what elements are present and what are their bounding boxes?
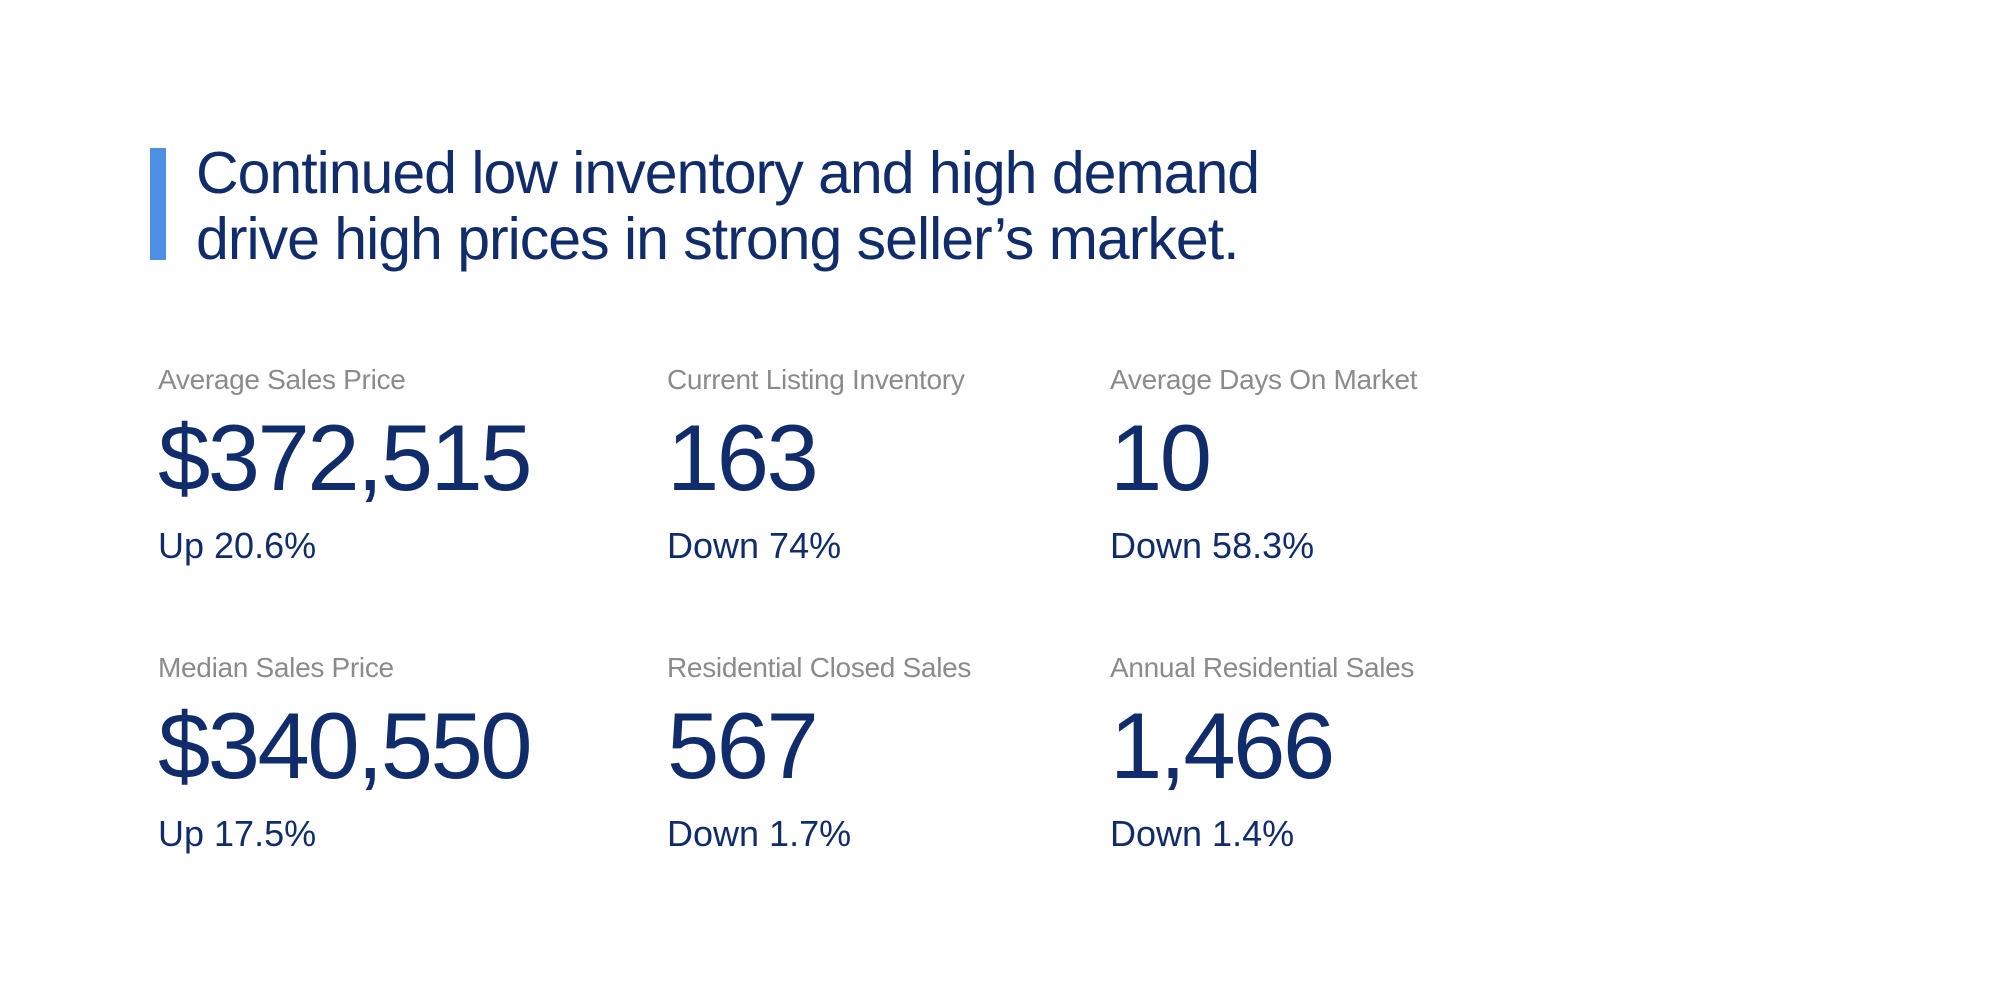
stat-card-annual-residential-sales: Annual Residential Sales 1,466 Down 1.4%	[1110, 650, 1730, 856]
stat-card-residential-closed-sales: Residential Closed Sales 567 Down 1.7%	[667, 650, 1110, 856]
stat-value: 10	[1110, 405, 1212, 510]
stat-delta: Down 1.4%	[1110, 813, 1295, 854]
stat-label: Annual Residential Sales	[1110, 652, 1415, 683]
stat-label: Average Days On Market	[1110, 364, 1418, 395]
stat-value: 1,466	[1110, 693, 1335, 798]
stat-delta: Down 1.7%	[667, 813, 852, 854]
stat-delta: Down 74%	[667, 525, 842, 566]
stat-label: Residential Closed Sales	[667, 652, 972, 683]
stat-label: Average Sales Price	[158, 364, 406, 395]
stat-card-current-listing-inventory: Current Listing Inventory 163 Down 74%	[667, 362, 1110, 568]
stat-label: Median Sales Price	[158, 652, 394, 683]
headline: Continued low inventory and high demand …	[150, 140, 1260, 272]
stat-delta: Up 17.5%	[158, 813, 317, 854]
stat-delta: Up 20.6%	[158, 525, 317, 566]
stat-card-median-sales-price: Median Sales Price $340,550 Up 17.5%	[158, 650, 667, 856]
headline-text: Continued low inventory and high demand …	[196, 140, 1260, 272]
stat-label: Current Listing Inventory	[667, 364, 965, 395]
stat-value: $372,515	[158, 405, 533, 510]
stat-card-average-days-on-market: Average Days On Market 10 Down 58.3%	[1110, 362, 1730, 568]
accent-bar	[150, 148, 166, 260]
stat-value: 567	[667, 693, 819, 798]
headline-line-2: drive high prices in strong seller’s mar…	[196, 206, 1240, 272]
headline-line-1: Continued low inventory and high demand	[196, 140, 1260, 206]
stat-delta: Down 58.3%	[1110, 525, 1315, 566]
kpi-stats-grid: Average Sales Price $372,515 Up 20.6% Cu…	[158, 362, 1730, 856]
stat-value: $340,550	[158, 693, 533, 798]
stat-card-average-sales-price: Average Sales Price $372,515 Up 20.6%	[158, 362, 667, 568]
stat-value: 163	[667, 405, 819, 510]
